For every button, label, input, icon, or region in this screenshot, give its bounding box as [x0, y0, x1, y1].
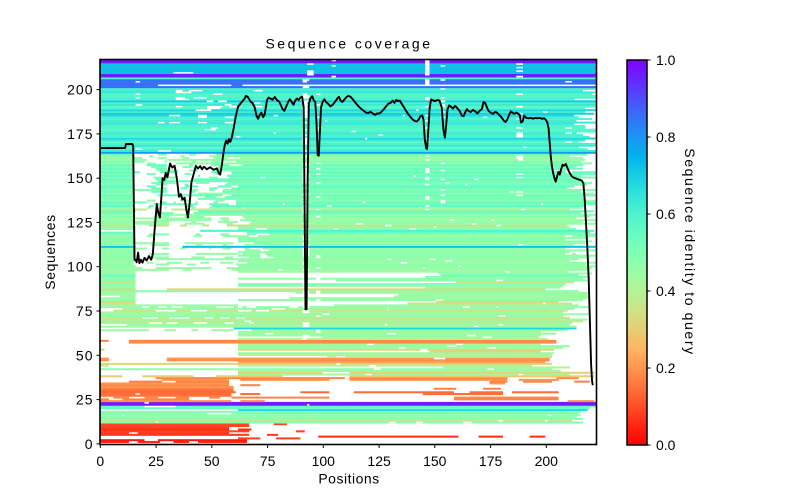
svg-text:175: 175: [67, 126, 93, 142]
svg-text:50: 50: [76, 347, 94, 363]
svg-text:0.8: 0.8: [656, 129, 676, 145]
svg-text:175: 175: [479, 453, 503, 469]
svg-text:Sequences: Sequences: [42, 214, 58, 289]
svg-text:25: 25: [148, 453, 164, 469]
svg-text:125: 125: [367, 453, 391, 469]
svg-text:75: 75: [76, 303, 94, 319]
svg-text:125: 125: [67, 214, 93, 230]
svg-text:75: 75: [260, 453, 276, 469]
svg-text:0: 0: [85, 436, 94, 452]
svg-text:0.4: 0.4: [656, 283, 676, 299]
svg-text:150: 150: [423, 453, 447, 469]
svg-text:Sequence identity to query: Sequence identity to query: [682, 148, 698, 355]
svg-text:1.0: 1.0: [656, 52, 676, 68]
svg-text:50: 50: [204, 453, 220, 469]
svg-text:150: 150: [67, 170, 93, 186]
svg-text:Sequence coverage: Sequence coverage: [265, 36, 432, 52]
svg-text:0: 0: [96, 453, 104, 469]
svg-text:Positions: Positions: [318, 471, 379, 487]
svg-text:200: 200: [535, 453, 559, 469]
svg-text:25: 25: [76, 392, 94, 408]
svg-text:100: 100: [67, 259, 93, 275]
svg-text:100: 100: [312, 453, 336, 469]
svg-text:0.6: 0.6: [656, 206, 676, 222]
svg-text:200: 200: [67, 82, 93, 98]
svg-text:0.0: 0.0: [656, 437, 676, 453]
svg-text:0.2: 0.2: [656, 360, 676, 376]
